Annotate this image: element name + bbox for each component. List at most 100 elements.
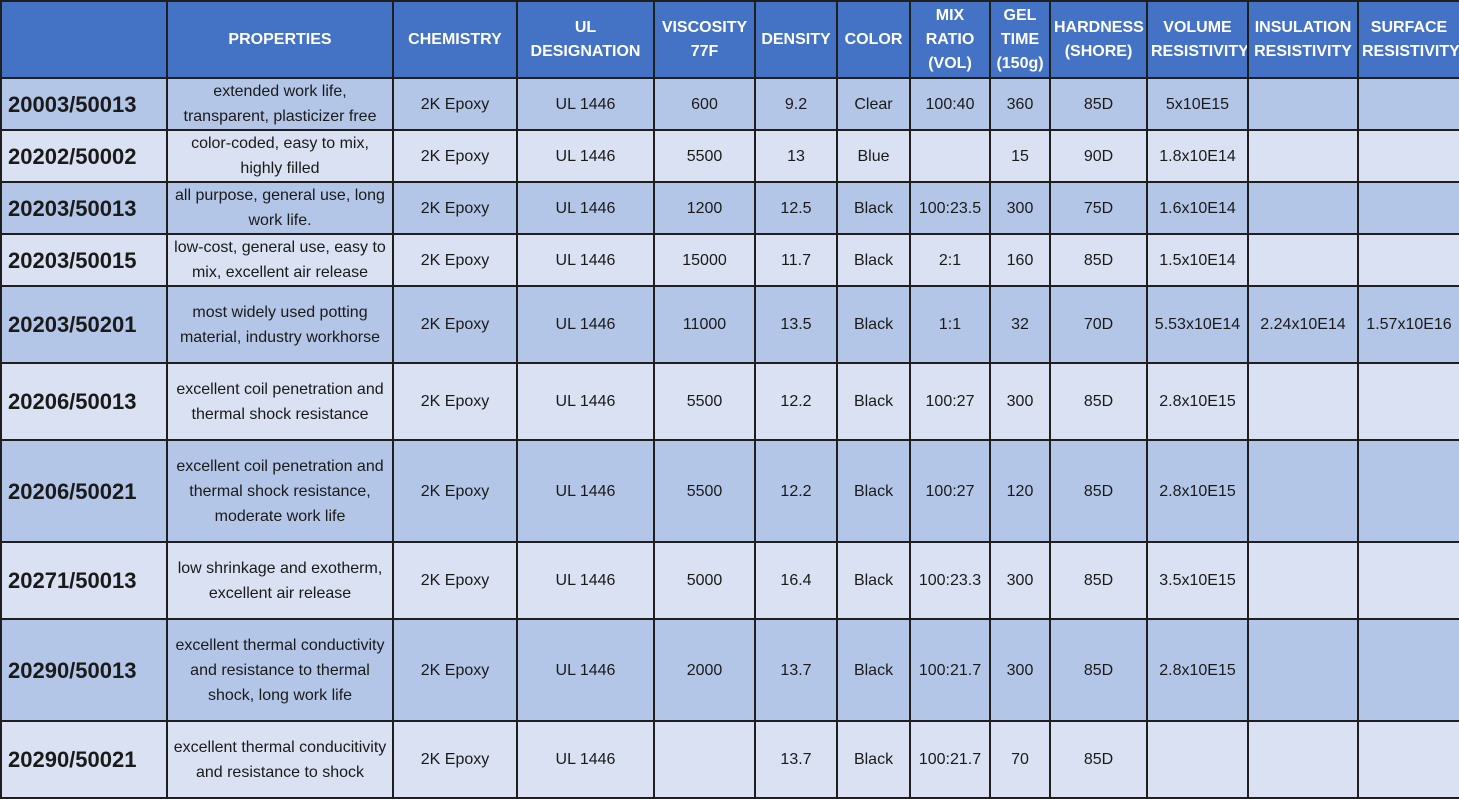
table-row: 20203/50013 all purpose, general use, lon… — [0, 181, 1459, 235]
cell-properties: low-cost, general use, easy to mix, exce… — [166, 233, 394, 287]
cell-volume: 2.8x10E15 — [1146, 362, 1249, 441]
header-gel: GEL TIME (150g) — [989, 0, 1051, 79]
cell-volume: 1.6x10E14 — [1146, 181, 1249, 235]
cell-part: 20203/50201 — [0, 285, 168, 364]
header-surface: SURFACE RESISTIVITY — [1357, 0, 1459, 79]
cell-hardness: 90D — [1049, 129, 1148, 183]
cell-mix: 100:27 — [909, 362, 991, 441]
cell-hardness: 85D — [1049, 77, 1148, 131]
cell-color: Black — [836, 439, 911, 543]
cell-ul: UL 1446 — [516, 129, 655, 183]
cell-color: Black — [836, 362, 911, 441]
cell-surface — [1357, 77, 1459, 131]
cell-surface — [1357, 439, 1459, 543]
cell-volume: 1.5x10E14 — [1146, 233, 1249, 287]
cell-gel: 300 — [989, 362, 1051, 441]
cell-part: 20290/50013 — [0, 618, 168, 722]
cell-chemistry: 2K Epoxy — [392, 618, 518, 722]
cell-volume: 3.5x10E15 — [1146, 541, 1249, 620]
cell-viscosity: 5500 — [653, 362, 756, 441]
table-row: 20206/50013 excellent coil penetration an… — [0, 362, 1459, 441]
cell-volume: 2.8x10E15 — [1146, 439, 1249, 543]
cell-surface — [1357, 181, 1459, 235]
cell-insulation — [1247, 439, 1359, 543]
cell-volume: 5.53x10E14 — [1146, 285, 1249, 364]
cell-chemistry: 2K Epoxy — [392, 541, 518, 620]
cell-properties: most widely used potting material, indus… — [166, 285, 394, 364]
cell-properties: excellent thermal conducitivity and resi… — [166, 720, 394, 799]
cell-insulation — [1247, 362, 1359, 441]
cell-mix: 100:21.7 — [909, 720, 991, 799]
cell-part: 20206/50021 — [0, 439, 168, 543]
cell-density: 11.7 — [754, 233, 838, 287]
cell-part: 20206/50013 — [0, 362, 168, 441]
cell-viscosity: 5500 — [653, 129, 756, 183]
cell-ul: UL 1446 — [516, 285, 655, 364]
cell-viscosity: 1200 — [653, 181, 756, 235]
cell-mix: 2:1 — [909, 233, 991, 287]
cell-chemistry: 2K Epoxy — [392, 233, 518, 287]
table-body: 20003/50013 extended work life, transpare… — [0, 77, 1459, 799]
cell-gel: 120 — [989, 439, 1051, 543]
cell-volume: 1.8x10E14 — [1146, 129, 1249, 183]
header-insulation: INSULATION RESISTIVITY — [1247, 0, 1359, 79]
header-hardness: HARDNESS (SHORE) — [1049, 0, 1148, 79]
cell-viscosity — [653, 720, 756, 799]
cell-ul: UL 1446 — [516, 233, 655, 287]
cell-part: 20203/50015 — [0, 233, 168, 287]
header-ul: UL DESIGNATION — [516, 0, 655, 79]
cell-color: Black — [836, 285, 911, 364]
cell-density: 13.7 — [754, 720, 838, 799]
cell-ul: UL 1446 — [516, 77, 655, 131]
cell-surface — [1357, 362, 1459, 441]
cell-density: 12.5 — [754, 181, 838, 235]
cell-chemistry: 2K Epoxy — [392, 77, 518, 131]
cell-viscosity: 2000 — [653, 618, 756, 722]
cell-mix: 100:40 — [909, 77, 991, 131]
cell-hardness: 85D — [1049, 618, 1148, 722]
cell-density: 16.4 — [754, 541, 838, 620]
table-row: 20202/50002 color-coded, easy to mix, hig… — [0, 129, 1459, 183]
cell-hardness: 85D — [1049, 362, 1148, 441]
cell-properties: extended work life, transparent, plastic… — [166, 77, 394, 131]
cell-properties: color-coded, easy to mix, highly filled — [166, 129, 394, 183]
cell-density: 12.2 — [754, 362, 838, 441]
table-row: 20290/50021 excellent thermal conducitivi… — [0, 720, 1459, 799]
cell-mix: 1:1 — [909, 285, 991, 364]
cell-volume — [1146, 720, 1249, 799]
header-chemistry: CHEMISTRY — [392, 0, 518, 79]
header-properties: PROPERTIES — [166, 0, 394, 79]
cell-insulation — [1247, 181, 1359, 235]
header-part — [0, 0, 168, 79]
cell-insulation — [1247, 77, 1359, 131]
cell-ul: UL 1446 — [516, 618, 655, 722]
cell-chemistry: 2K Epoxy — [392, 362, 518, 441]
cell-hardness: 75D — [1049, 181, 1148, 235]
cell-gel: 300 — [989, 181, 1051, 235]
cell-properties: excellent thermal conductivity and resis… — [166, 618, 394, 722]
cell-part: 20271/50013 — [0, 541, 168, 620]
cell-density: 13.7 — [754, 618, 838, 722]
cell-surface — [1357, 129, 1459, 183]
cell-color: Black — [836, 181, 911, 235]
cell-ul: UL 1446 — [516, 181, 655, 235]
cell-mix — [909, 129, 991, 183]
cell-insulation — [1247, 720, 1359, 799]
cell-color: Black — [836, 541, 911, 620]
table-row: 20290/50013 excellent thermal conductivit… — [0, 618, 1459, 722]
cell-gel: 70 — [989, 720, 1051, 799]
cell-gel: 360 — [989, 77, 1051, 131]
table-row: 20003/50013 extended work life, transpare… — [0, 77, 1459, 131]
cell-properties: low shrinkage and exotherm, excellent ai… — [166, 541, 394, 620]
cell-density: 9.2 — [754, 77, 838, 131]
cell-viscosity: 5500 — [653, 439, 756, 543]
table-row: 20271/50013 low shrinkage and exotherm, e… — [0, 541, 1459, 620]
cell-properties: excellent coil penetration and thermal s… — [166, 362, 394, 441]
cell-ul: UL 1446 — [516, 541, 655, 620]
cell-part: 20290/50021 — [0, 720, 168, 799]
header-density: DENSITY — [754, 0, 838, 79]
cell-viscosity: 11000 — [653, 285, 756, 364]
cell-ul: UL 1446 — [516, 439, 655, 543]
cell-density: 13.5 — [754, 285, 838, 364]
